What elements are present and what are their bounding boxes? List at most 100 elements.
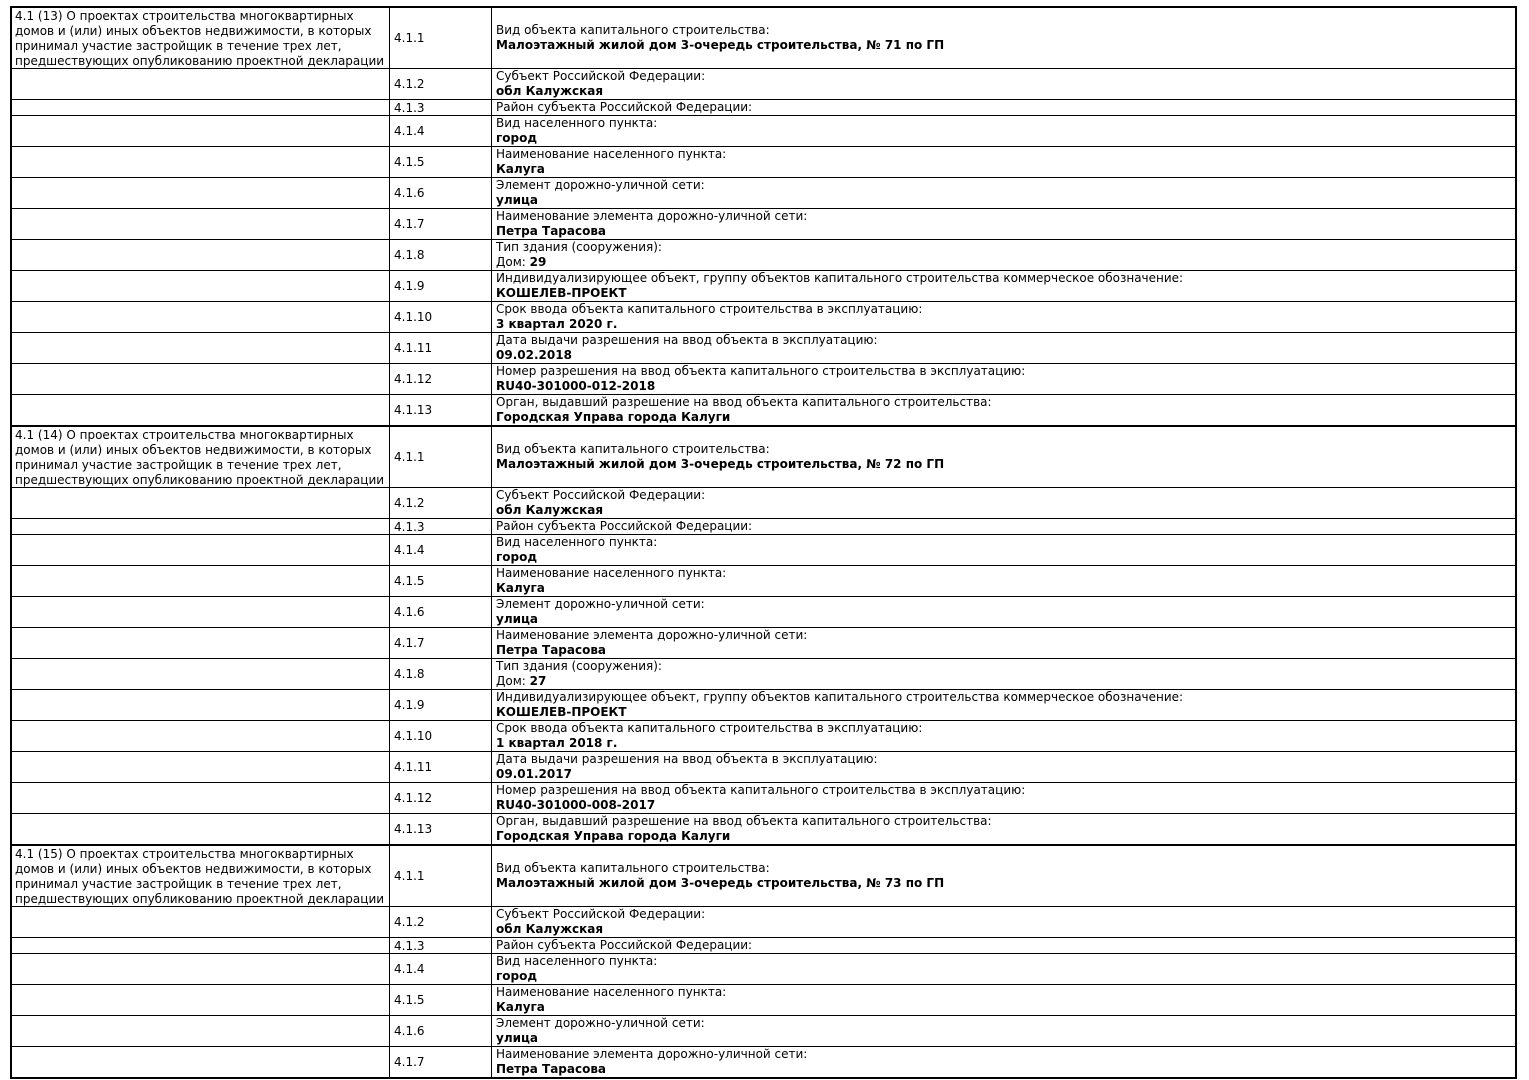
code-cell: 4.1.12 [390, 783, 492, 813]
row-code: 4.1.6 [394, 186, 425, 200]
row-code: 4.1.6 [394, 605, 425, 619]
code-cell: 4.1.5 [390, 147, 492, 177]
table-row: 4.1.6 Элемент дорожно-уличной сети: улиц… [12, 1015, 1515, 1046]
table-row: 4.1.13 Орган, выдавший разрешение на вво… [12, 394, 1515, 425]
code-cell: 4.1.1 [390, 846, 492, 906]
content-cell: Район субъекта Российской Федерации: [492, 938, 1515, 953]
section-title-cell [12, 147, 390, 177]
field-label: Вид объекта капитального строительства: [496, 23, 770, 37]
field-label: Тип здания (сооружения): [496, 659, 662, 673]
field-label: Субъект Российской Федерации: [496, 907, 706, 921]
row-code: 4.1.8 [394, 248, 425, 262]
content-cell: Субъект Российской Федерации: обл Калужс… [492, 907, 1515, 937]
content-cell: Вид объекта капитального строительства: … [492, 427, 1515, 487]
section-title: 4.1 (14) О проектах строительства многок… [15, 428, 385, 487]
table-row: 4.1.4 Вид населенного пункта: город [12, 115, 1515, 146]
field-value-line: улица [496, 612, 1511, 627]
row-code: 4.1.8 [394, 667, 425, 681]
content-cell: Номер разрешения на ввод объекта капитал… [492, 783, 1515, 813]
field-value-line: Петра Тарасова [496, 643, 1511, 658]
code-cell: 4.1.13 [390, 395, 492, 425]
row-code: 4.1.2 [394, 496, 425, 510]
code-cell: 4.1.6 [390, 597, 492, 627]
row-code: 4.1.1 [394, 31, 425, 45]
section-title-cell [12, 116, 390, 146]
field-value: обл Калужская [496, 503, 604, 517]
code-cell: 4.1.7 [390, 209, 492, 239]
field-label: Наименование населенного пункта: [496, 985, 727, 999]
row-code: 4.1.6 [394, 1024, 425, 1038]
section-title-cell: 4.1 (14) О проектах строительства многок… [12, 427, 390, 487]
field-value-line: обл Калужская [496, 84, 1511, 99]
row-code: 4.1.10 [394, 729, 433, 743]
field-label: Элемент дорожно-уличной сети: [496, 597, 705, 611]
section-title-cell [12, 209, 390, 239]
content-cell: Дата выдачи разрешения на ввод объекта в… [492, 752, 1515, 782]
content-cell: Орган, выдавший разрешение на ввод объек… [492, 395, 1515, 425]
field-value-line: Дом: 27 [496, 674, 1511, 689]
field-value: Малоэтажный жилой дом 3-очередь строител… [496, 876, 945, 890]
table-row: 4.1.8 Тип здания (сооружения): Дом: 27 [12, 658, 1515, 689]
field-label: Вид населенного пункта: [496, 535, 658, 549]
field-value-line: город [496, 550, 1511, 565]
code-cell: 4.1.2 [390, 69, 492, 99]
content-cell: Наименование элемента дорожно-уличной се… [492, 209, 1515, 239]
row-code: 4.1.11 [394, 760, 433, 774]
table-section: 4.1 (13) О проектах строительства многок… [12, 8, 1515, 425]
field-value-line: Дом: 29 [496, 255, 1511, 270]
table-row: 4.1 (13) О проектах строительства многок… [12, 8, 1515, 68]
content-cell: Субъект Российской Федерации: обл Калужс… [492, 488, 1515, 518]
code-cell: 4.1.9 [390, 690, 492, 720]
field-value: улица [496, 612, 539, 626]
field-value-prefix: Дом: [496, 674, 530, 688]
content-cell: Дата выдачи разрешения на ввод объекта в… [492, 333, 1515, 363]
code-cell: 4.1.4 [390, 535, 492, 565]
section-title: 4.1 (15) О проектах строительства многок… [15, 847, 385, 906]
content-cell: Вид населенного пункта: город [492, 954, 1515, 984]
row-code: 4.1.9 [394, 698, 425, 712]
content-cell: Индивидуализирующее объект, группу объек… [492, 271, 1515, 301]
field-value: город [496, 131, 538, 145]
row-code: 4.1.4 [394, 124, 425, 138]
row-code: 4.1.11 [394, 341, 433, 355]
table-row: 4.1.10 Срок ввода объекта капитального с… [12, 301, 1515, 332]
field-label: Тип здания (сооружения): [496, 240, 662, 254]
field-label: Индивидуализирующее объект, группу объек… [496, 690, 1184, 704]
field-value-line: RU40-301000-008-2017 [496, 798, 1511, 813]
code-cell: 4.1.8 [390, 240, 492, 270]
code-cell: 4.1.4 [390, 954, 492, 984]
section-title-cell [12, 907, 390, 937]
field-label: Район субъекта Российской Федерации: [496, 938, 753, 952]
field-value: КОШЕЛЕВ-ПРОЕКТ [496, 286, 627, 300]
field-value: обл Калужская [496, 922, 604, 936]
code-cell: 4.1.5 [390, 566, 492, 596]
section-title-cell [12, 302, 390, 332]
section-title-cell [12, 364, 390, 394]
row-code: 4.1.3 [394, 100, 425, 115]
section-title-cell [12, 488, 390, 518]
field-value: 09.01.2017 [496, 767, 572, 781]
row-code: 4.1.13 [394, 822, 433, 836]
section-title-cell [12, 1016, 390, 1046]
section-title-cell [12, 100, 390, 115]
field-label: Элемент дорожно-уличной сети: [496, 178, 705, 192]
field-value-line: Калуга [496, 1000, 1511, 1015]
field-value: улица [496, 1031, 539, 1045]
project-declarations-table: 4.1 (13) О проектах строительства многок… [10, 6, 1517, 1079]
row-code: 4.1.5 [394, 574, 425, 588]
section-title-cell [12, 752, 390, 782]
field-value-line: 3 квартал 2020 г. [496, 317, 1511, 332]
table-row: 4.1.4 Вид населенного пункта: город [12, 534, 1515, 565]
table-row: 4.1 (14) О проектах строительства многок… [12, 427, 1515, 487]
field-value: обл Калужская [496, 84, 604, 98]
row-code: 4.1.9 [394, 279, 425, 293]
code-cell: 4.1.13 [390, 814, 492, 844]
row-code: 4.1.7 [394, 1055, 425, 1069]
field-value: КОШЕЛЕВ-ПРОЕКТ [496, 705, 627, 719]
content-cell: Элемент дорожно-уличной сети: улица [492, 1016, 1515, 1046]
section-title-cell [12, 69, 390, 99]
field-value-line: 1 квартал 2018 г. [496, 736, 1511, 751]
row-code: 4.1.3 [394, 519, 425, 534]
table-row: 4.1.6 Элемент дорожно-уличной сети: улиц… [12, 596, 1515, 627]
content-cell: Тип здания (сооружения): Дом: 29 [492, 240, 1515, 270]
